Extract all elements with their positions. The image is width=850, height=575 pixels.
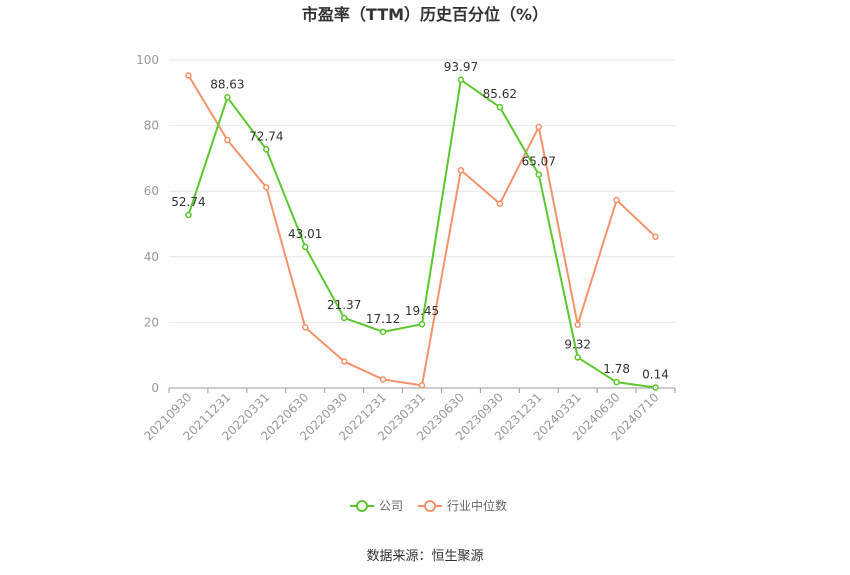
- legend-swatch-marker[interactable]: [424, 500, 436, 512]
- data-label: 72.74: [249, 129, 283, 143]
- data-point[interactable]: [496, 200, 504, 207]
- data-point[interactable]: [535, 171, 543, 178]
- data-point[interactable]: [224, 94, 231, 101]
- data-point[interactable]: [613, 196, 620, 204]
- data-label: 43.01: [288, 227, 322, 241]
- data-point[interactable]: [457, 76, 465, 84]
- data-label: 17.12: [366, 312, 400, 326]
- y-axis: 0 20 40 60 80 100: [136, 53, 159, 395]
- data-point[interactable]: [418, 382, 426, 389]
- legend[interactable]: 公司 行业中位数: [350, 498, 507, 513]
- x-axis: 2021093020211231202203312022063020220930…: [141, 387, 676, 443]
- data-point[interactable]: [457, 166, 465, 174]
- data-label: 21.37: [327, 298, 361, 312]
- data-point[interactable]: [574, 321, 581, 328]
- data-point[interactable]: [263, 146, 270, 153]
- data-point[interactable]: [224, 136, 231, 144]
- data-point[interactable]: [301, 243, 309, 251]
- data-point[interactable]: [340, 358, 348, 365]
- series-group: 52.74 88.63 72.74 43.01 21.37 17.12 19.45 93.97…: [171, 60, 669, 391]
- data-point[interactable]: [652, 233, 659, 241]
- legend-swatch-marker[interactable]: [356, 500, 368, 512]
- grid: [169, 59, 675, 323]
- y-tick-label: 0: [151, 381, 159, 395]
- y-tick-label: 100: [136, 53, 159, 67]
- data-point[interactable]: [574, 354, 581, 361]
- data-label: 9.32: [564, 337, 591, 351]
- data-point[interactable]: [652, 384, 659, 391]
- data-point[interactable]: [263, 184, 270, 191]
- source-note: 数据来源：恒生聚源: [366, 549, 483, 564]
- data-label: 19.45: [405, 304, 439, 318]
- data-point[interactable]: [301, 324, 309, 331]
- data-point[interactable]: [418, 320, 426, 328]
- data-point[interactable]: [379, 328, 387, 336]
- data-label: 85.62: [483, 87, 517, 101]
- data-point[interactable]: [185, 72, 192, 79]
- y-tick-label: 40: [144, 250, 159, 264]
- data-point[interactable]: [613, 378, 620, 386]
- data-point[interactable]: [340, 314, 348, 322]
- data-label: 0.14: [642, 368, 669, 382]
- y-tick-label: 60: [144, 184, 159, 198]
- legend-label[interactable]: 行业中位数: [447, 498, 507, 513]
- data-label: 52.74: [171, 195, 205, 209]
- data-label: 93.97: [444, 60, 478, 74]
- data-label: 1.78: [603, 362, 630, 376]
- data-point[interactable]: [185, 211, 192, 219]
- y-tick-label: 80: [144, 119, 159, 133]
- legend-label[interactable]: 公司: [379, 499, 403, 513]
- data-point[interactable]: [379, 376, 387, 383]
- data-label: 65.07: [522, 155, 556, 169]
- y-tick-label: 20: [144, 315, 159, 329]
- data-label: 88.63: [210, 77, 244, 91]
- chart-title: 市盈率（TTM）历史百分位（%）: [302, 5, 548, 24]
- data-point[interactable]: [535, 123, 543, 131]
- data-point[interactable]: [496, 103, 504, 111]
